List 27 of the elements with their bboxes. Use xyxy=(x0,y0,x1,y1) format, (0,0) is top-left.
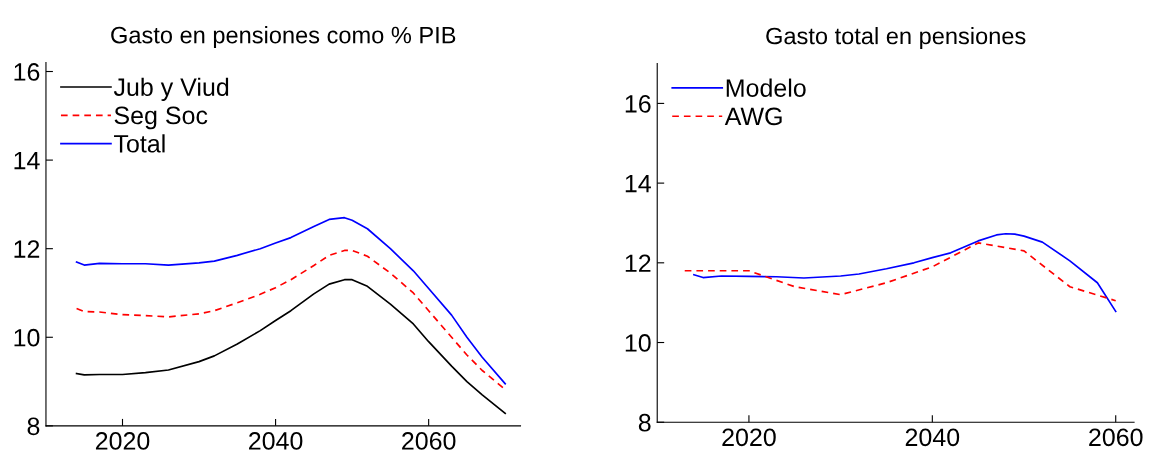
x-tick-label: 2060 xyxy=(1089,428,1143,447)
x-tick-label: 2060 xyxy=(402,432,456,450)
y-tick-label: 12 xyxy=(14,240,40,258)
y-tick-label: 10 xyxy=(14,328,40,347)
y-tick-label: 10 xyxy=(625,334,651,352)
x-tick-label: 2040 xyxy=(905,428,960,447)
x-tick-label: 2020 xyxy=(95,432,150,450)
y-tick-label: 16 xyxy=(625,95,651,113)
y-tick-label: 16 xyxy=(14,63,40,81)
line-series xyxy=(75,216,507,385)
legend-label: AWG xyxy=(724,107,782,126)
x-tick-label: 2040 xyxy=(249,432,303,450)
legend-label: Seg Soc xyxy=(114,106,208,130)
legend-label: Modelo xyxy=(726,78,806,97)
y-tick-label: 14 xyxy=(625,174,651,193)
chart-title: Gasto total en pensiones xyxy=(766,27,1026,50)
y-tick-label: 14 xyxy=(14,151,40,170)
legend-label: Jub y Viud xyxy=(113,77,229,101)
line-series xyxy=(683,242,1117,302)
line-series xyxy=(75,278,507,415)
chart-title: Gasto en pensiones como % PIB xyxy=(111,26,456,49)
line-series xyxy=(693,232,1117,313)
x-tick-label: 2020 xyxy=(722,428,776,447)
y-tick-label: 8 xyxy=(27,417,40,436)
y-tick-label: 12 xyxy=(625,254,651,272)
y-tick-label: 8 xyxy=(638,413,651,432)
legend-label: Total xyxy=(114,134,165,153)
